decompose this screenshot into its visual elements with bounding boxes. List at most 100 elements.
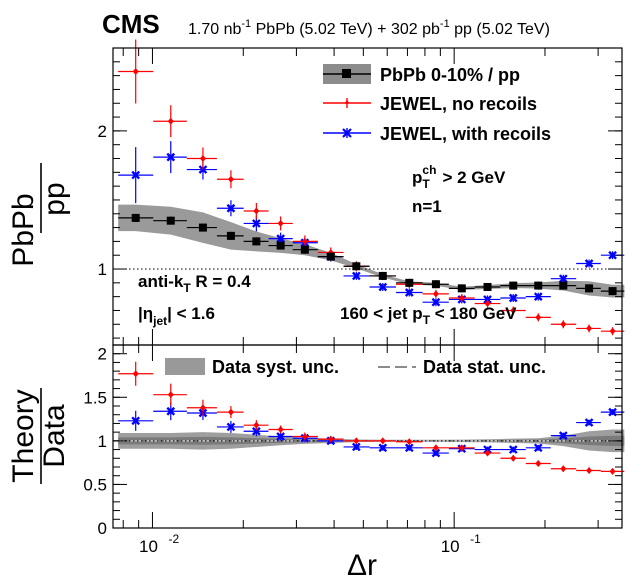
top-data-point — [600, 287, 625, 296]
bottom-y-axis-title: Theory Data — [7, 388, 71, 484]
bottom-with-recoils-point — [396, 443, 423, 453]
top-no-recoils-point — [153, 105, 187, 138]
top-with-recoils-marker — [131, 170, 141, 180]
top-no-recoils-point — [600, 327, 625, 336]
legend-no-recoils-marker — [345, 100, 349, 105]
bottom-no-recoils-marker — [301, 433, 308, 440]
bottom-frame — [112, 344, 623, 529]
bottom-with-recoils-marker — [276, 432, 285, 441]
legend-no-recoils-label: JEWEL, no recoils — [380, 94, 537, 114]
bottom-no-recoils-marker — [432, 444, 439, 452]
top-no-recoils-marker — [609, 327, 616, 335]
top-points-layer — [118, 39, 625, 336]
top-no-recoils-marker — [535, 313, 542, 321]
top-data-point — [317, 252, 344, 261]
top-data-point — [474, 282, 501, 291]
top-with-recoils-point — [396, 288, 423, 297]
top-with-recoils-marker — [508, 293, 518, 303]
top-data-point — [118, 213, 154, 222]
top-with-recoils-marker — [431, 297, 441, 307]
bottom-no-recoils-marker — [132, 370, 139, 378]
bottom-with-recoils-point — [343, 442, 370, 452]
top-data-marker — [534, 281, 543, 290]
top-no-recoils-point — [422, 289, 449, 298]
legend-entry-data: PbPb 0-10% / pp — [323, 64, 520, 85]
top-no-recoils-marker — [586, 324, 593, 332]
algo-sub: T — [183, 281, 191, 295]
top-data-point — [243, 237, 269, 246]
bottom-no-recoils-marker — [167, 391, 174, 399]
top-data-marker — [378, 271, 387, 280]
top-data-marker — [166, 216, 175, 225]
top-no-recoils-point — [500, 306, 526, 315]
bottom-no-recoils-point — [186, 399, 217, 416]
legend-data-label: PbPb 0-10% / pp — [380, 65, 520, 85]
bottom-no-recoils-marker — [199, 404, 206, 412]
top-no-recoils-point — [118, 39, 154, 104]
x-tick-label: 10 — [139, 537, 158, 556]
top-data-point — [525, 281, 551, 290]
legend-data-marker — [342, 69, 351, 78]
top-data-marker — [326, 252, 335, 261]
bottom-no-recoils-marker — [535, 460, 542, 468]
top-data-point — [153, 216, 187, 225]
lumi-pp-rest: pp (5.02 TeV) — [450, 21, 550, 38]
bottom-no-recoils-point — [317, 435, 344, 443]
bottom-no-recoils-marker — [406, 438, 413, 446]
eta-sub: jet — [152, 314, 167, 328]
bottom-no-recoils-point — [118, 361, 154, 386]
legend-entry-no-recoils: JEWEL, no recoils — [323, 94, 537, 114]
bottom-no-recoils-point — [292, 432, 318, 441]
bottom-no-recoils-point — [550, 465, 577, 473]
bottom-with-recoils-marker — [584, 418, 594, 427]
bottom-no-recoils-point — [343, 437, 370, 445]
bottom-no-recoils-marker — [458, 444, 465, 452]
jet-pt-range-label: 160 < jet pT < 180 GeV — [340, 304, 517, 327]
top-no-recoils-marker — [227, 175, 234, 183]
top-no-recoils-point — [216, 170, 244, 189]
bottom-axes-layer: 0 0.5 1 1.5 2 10 -2 10 -1 — [83, 344, 623, 556]
top-no-recoils-marker — [458, 294, 465, 302]
pt-cut-rest: > 2 GeV — [438, 168, 506, 187]
top-data-point — [268, 241, 293, 250]
top-data-point — [500, 281, 526, 290]
top-no-recoils-point — [292, 235, 318, 248]
bottom-ytick-label: 2 — [98, 345, 107, 364]
top-data-marker — [131, 213, 140, 222]
bottom-with-recoils-marker — [226, 422, 236, 432]
top-no-recoils-marker — [132, 67, 139, 75]
top-with-recoils-point — [343, 271, 370, 281]
bottom-with-recoils-marker — [508, 445, 518, 454]
top-with-recoils-point — [118, 147, 154, 204]
top-no-recoils-marker — [484, 300, 491, 308]
bottom-no-recoils-point — [474, 449, 501, 457]
top-data-point — [396, 278, 423, 287]
legend-entry-with-recoils: JEWEL, with recoils — [323, 124, 551, 144]
top-ytick-label: 1 — [98, 260, 107, 279]
bottom-no-recoils-marker — [560, 465, 567, 473]
luminosity-label: 1.70 nb-1 PbPb (5.02 TeV) + 302 pb-1 pp … — [188, 18, 550, 38]
top-frame — [112, 47, 623, 346]
bottom-ylabel-denominator: Data — [38, 404, 71, 468]
top-syst-band — [118, 204, 625, 298]
top-with-recoils-marker — [608, 250, 617, 260]
bottom-ytick-label: 0.5 — [83, 475, 107, 494]
top-no-recoils-point — [576, 324, 601, 333]
top-ylabel-denominator: pp — [38, 182, 71, 215]
bottom-with-recoils-point — [576, 418, 601, 427]
top-data-marker — [226, 231, 235, 240]
x-tick-label: 10 — [441, 537, 460, 556]
top-syst-band-layer — [118, 204, 625, 298]
top-axes-layer: 12 — [98, 47, 623, 346]
bottom-with-recoils-marker — [252, 426, 261, 436]
legend-syst-label: Data syst. unc. — [212, 357, 339, 377]
bottom-no-recoils-marker — [379, 437, 386, 445]
top-with-recoils-marker — [404, 288, 414, 297]
top-with-recoils-point — [474, 295, 501, 304]
top-no-recoils-point — [268, 216, 293, 231]
top-with-recoils-point — [369, 282, 397, 292]
bottom-with-recoils-marker — [166, 406, 176, 416]
top-no-recoils-marker — [167, 117, 174, 125]
bottom-no-recoils-point — [243, 420, 269, 431]
